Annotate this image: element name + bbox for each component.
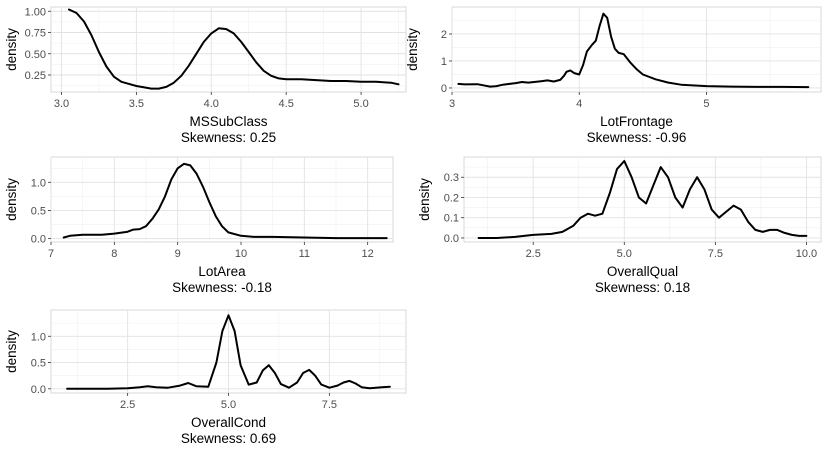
panel-background	[451, 6, 822, 93]
panel-background	[50, 156, 394, 243]
x-tick-label: 10.0	[796, 248, 817, 260]
x-axis-title: LotArea	[198, 264, 246, 279]
y-tick-label: 1.0	[31, 331, 46, 343]
y-axis-title: density	[4, 28, 19, 71]
x-tick-label: 5	[703, 98, 709, 110]
x-tick-label: 3.5	[129, 98, 144, 110]
density-curve	[68, 8, 400, 90]
y-tick-label: 0.0	[444, 233, 459, 245]
y-tick-label: 0.3	[444, 172, 459, 184]
x-tick-label: 5.0	[221, 399, 236, 411]
x-tick-label: 8	[111, 248, 117, 260]
y-tick-label: 0	[441, 83, 447, 95]
panel-background	[50, 6, 407, 93]
x-tick-label: 4.5	[279, 98, 294, 110]
density-panel-mssubclass: 3.0 3.5 4.0 4.5 5.0 0.25 0.50 0.75 1.00 MSSubClas…	[4, 6, 407, 145]
y-tick-label: 0.1	[444, 213, 459, 225]
skewness-label: Skewness: 0.25	[181, 130, 276, 145]
x-axis-title: LotFrontage	[600, 114, 673, 129]
x-tick-label: 2.5	[526, 248, 541, 260]
y-tick-label: 0.75	[25, 28, 46, 40]
y-tick-label: 0.2	[444, 192, 459, 204]
y-tick-label: 0.0	[31, 384, 46, 396]
skewness-label: Skewness: -0.96	[587, 130, 687, 145]
x-tick-label: 7	[48, 248, 54, 260]
density-curve	[457, 12, 810, 89]
y-tick-label: 0.5	[31, 205, 46, 217]
y-axis-title: density	[4, 330, 19, 373]
x-tick-label: 5.0	[617, 248, 632, 260]
x-tick-label: 3	[449, 98, 455, 110]
x-tick-label: 7.5	[708, 248, 723, 260]
x-tick-label: 3.0	[54, 98, 69, 110]
y-tick-label: 0.25	[25, 70, 46, 82]
x-axis-title: OverallQual	[607, 264, 678, 279]
x-axis-title: MSSubClass	[189, 114, 267, 129]
y-tick-label: 0.5	[31, 358, 46, 370]
x-tick-label: 2.5	[120, 399, 135, 411]
density-curve	[62, 162, 388, 240]
density-panel-overallqual: 2.5 5.0 7.5 10.0 0.0 0.1 0.2 0.3 OverallQualSkew…	[417, 156, 822, 295]
skewness-label: Skewness: -0.18	[172, 280, 272, 295]
x-tick-label: 12	[362, 248, 374, 260]
density-curve	[477, 160, 808, 239]
x-tick-label: 5.0	[353, 98, 368, 110]
x-tick-label: 4	[576, 98, 582, 110]
y-tick-label: 1.0	[31, 177, 46, 189]
y-tick-label: 0.50	[25, 49, 46, 61]
y-axis-title: density	[405, 28, 420, 71]
y-tick-label: 1	[441, 56, 447, 68]
x-axis-title: OverallCond	[191, 415, 266, 430]
skewness-label: Skewness: 0.69	[181, 431, 276, 446]
y-tick-label: 0.0	[31, 234, 46, 246]
x-tick-label: 9	[175, 248, 181, 260]
x-tick-label: 4.0	[204, 98, 219, 110]
y-axis-title: density	[417, 178, 432, 221]
y-axis-title: density	[4, 178, 19, 221]
x-tick-label: 10	[235, 248, 247, 260]
x-tick-label: 7.5	[322, 399, 337, 411]
y-tick-label: 2	[441, 29, 447, 41]
x-tick-label: 11	[299, 248, 310, 260]
skewness-label: Skewness: 0.18	[595, 280, 690, 295]
y-tick-label: 1.00	[25, 6, 46, 18]
density-curve	[66, 314, 391, 390]
